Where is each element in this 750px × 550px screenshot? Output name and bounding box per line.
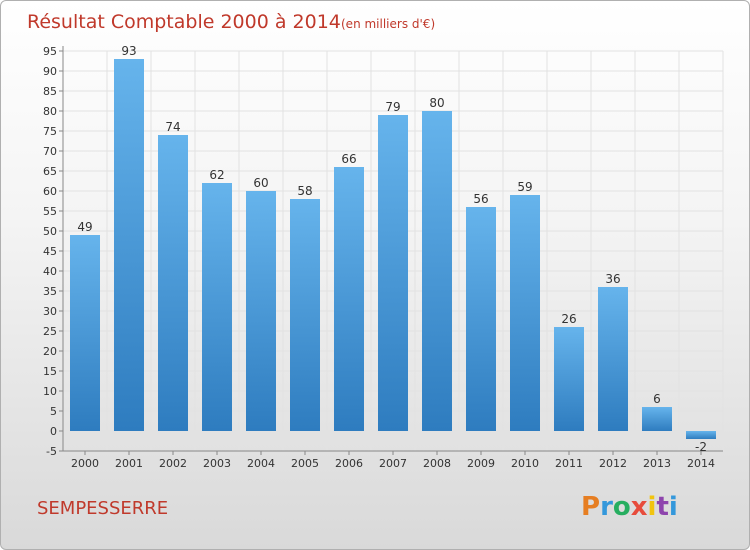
x-tick-label: 2010: [511, 457, 539, 470]
x-tick-label: 2013: [643, 457, 671, 470]
x-tick-label: 2006: [335, 457, 363, 470]
bar: [378, 115, 408, 431]
y-tick-label: 85: [43, 85, 57, 98]
y-tick-label: 20: [43, 345, 57, 358]
bar-value-label: 56: [473, 192, 488, 206]
x-tick-label: 2008: [423, 457, 451, 470]
x-tick-label: 2004: [247, 457, 275, 470]
bar-value-label: 93: [121, 44, 136, 58]
place-name: SEMPESSERRE: [37, 498, 168, 519]
y-tick-label: 5: [50, 405, 57, 418]
bar: [202, 183, 232, 431]
bar-value-label: 26: [561, 312, 576, 326]
y-tick-label: 15: [43, 365, 57, 378]
logo-text: Proxiti: [581, 492, 678, 522]
bar: [114, 59, 144, 431]
x-tick-label: 2009: [467, 457, 495, 470]
proxiti-logo: Proxiti: [581, 492, 678, 522]
x-tick-label: 2014: [687, 457, 715, 470]
x-tick-label: 2012: [599, 457, 627, 470]
bar-value-label: 62: [209, 168, 224, 182]
bar-value-label: 49: [77, 220, 92, 234]
bar-value-label: 58: [297, 184, 312, 198]
y-tick-label: 95: [43, 45, 57, 58]
bar-value-label: 66: [341, 152, 356, 166]
bar-value-label: -2: [695, 440, 707, 454]
bar-value-label: 36: [605, 272, 620, 286]
x-tick-label: 2005: [291, 457, 319, 470]
x-tick-label: 2011: [555, 457, 583, 470]
x-tick-label: 2002: [159, 457, 187, 470]
y-tick-label: 45: [43, 245, 57, 258]
bar: [246, 191, 276, 431]
y-tick-label: 90: [43, 65, 57, 78]
bar: [334, 167, 364, 431]
bar: [510, 195, 540, 431]
y-tick-label: 60: [43, 185, 57, 198]
y-tick-label: 0: [50, 425, 57, 438]
x-tick-label: 2000: [71, 457, 99, 470]
bar: [554, 327, 584, 431]
x-tick-label: 2001: [115, 457, 143, 470]
bar-value-label: 59: [517, 180, 532, 194]
bar-value-label: 74: [165, 120, 180, 134]
bar: [642, 407, 672, 431]
y-tick-label: 80: [43, 105, 57, 118]
bar-value-label: 79: [385, 100, 400, 114]
y-tick-label: 30: [43, 305, 57, 318]
y-tick-label: -5: [46, 445, 57, 458]
y-tick-label: 40: [43, 265, 57, 278]
chart-unit-label: (en milliers d'€): [341, 17, 435, 31]
y-tick-label: 25: [43, 325, 57, 338]
bars: 49 93 74 62 60 58 66 79 80 56 59 26 36 6 -2: [70, 44, 716, 454]
bar: [422, 111, 452, 431]
y-tick-label: 70: [43, 145, 57, 158]
y-tick-label: 75: [43, 125, 57, 138]
chart-title: Résultat Comptable 2000 à 2014: [27, 11, 341, 33]
x-tick-label: 2003: [203, 457, 231, 470]
bar: [598, 287, 628, 431]
y-tick-label: 35: [43, 285, 57, 298]
bar: [686, 431, 716, 439]
bar-value-label: 60: [253, 176, 268, 190]
bar-value-label: 6: [653, 392, 661, 406]
y-tick-label: 10: [43, 385, 57, 398]
y-tick-label: 55: [43, 205, 57, 218]
bar: [158, 135, 188, 431]
bar: [466, 207, 496, 431]
y-tick-label: 65: [43, 165, 57, 178]
y-tick-label: 50: [43, 225, 57, 238]
bar: [290, 199, 320, 431]
bar: [70, 235, 100, 431]
axes: -5 0 5 10 15 20 25 30 35 40 45 50 55 60 65 70 75 80 85 90 95…: [43, 45, 723, 470]
x-tick-label: 2007: [379, 457, 407, 470]
bar-value-label: 80: [429, 96, 444, 110]
